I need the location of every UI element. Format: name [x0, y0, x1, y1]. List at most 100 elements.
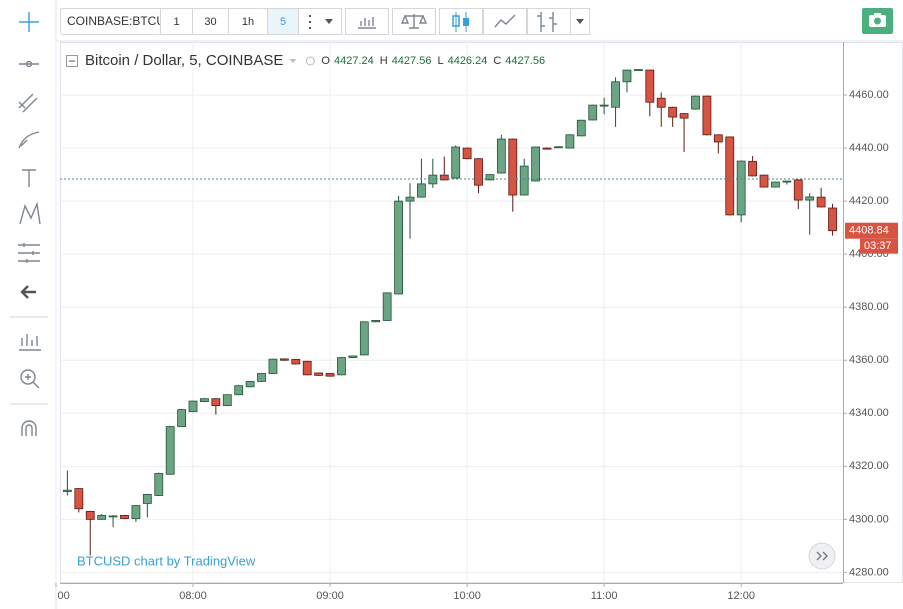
candle-body	[702, 95, 712, 136]
candle-body	[634, 69, 643, 71]
interval-label: 30	[204, 16, 216, 28]
interval-button[interactable]: 5	[267, 8, 299, 35]
interval-label: 1h	[242, 16, 254, 28]
interval-label: 1	[173, 16, 179, 28]
candle-body	[200, 398, 209, 403]
candle-body	[451, 146, 461, 179]
candle-body	[542, 147, 552, 150]
candle-body	[759, 174, 769, 188]
symbol-input[interactable]: COINBASE:BTCU	[60, 8, 166, 35]
y-tick-label: 4320.00	[849, 460, 889, 472]
ohlc-value: 4426.24	[448, 55, 488, 67]
snapshot-button[interactable]	[862, 8, 893, 34]
ohlc-label: H	[380, 55, 388, 67]
title-menu[interactable]	[289, 59, 297, 63]
candle-body	[713, 134, 723, 143]
candle-body	[371, 320, 381, 323]
last-price: 4408.84	[849, 225, 889, 237]
zoom-tool[interactable]	[20, 369, 40, 389]
measure-tool[interactable]	[18, 243, 40, 263]
candle-body	[108, 515, 118, 518]
ohlc-label: L	[437, 55, 443, 67]
candle-body	[565, 134, 575, 149]
watermark[interactable]: BTCUSD chart by TradingView	[77, 553, 256, 568]
candle-body	[417, 183, 426, 198]
candle-body	[314, 372, 324, 376]
candle-body	[177, 409, 187, 427]
ohlc-value: 4427.56	[392, 55, 432, 67]
y-tick-label: 4340.00	[849, 407, 889, 419]
trend-line-tool[interactable]	[19, 60, 39, 68]
chart-type[interactable]	[439, 8, 483, 35]
fib-tool[interactable]	[18, 93, 38, 113]
interval-label: 5	[280, 16, 286, 28]
y-tick-label: 4380.00	[849, 301, 889, 313]
brush-tool[interactable]	[18, 131, 40, 149]
candle-body	[439, 174, 449, 181]
candle-body	[508, 138, 518, 196]
candle-body	[554, 146, 563, 149]
more-intervals[interactable]	[298, 8, 342, 35]
x-tick-label: 09:00	[316, 590, 344, 602]
candle-body	[828, 207, 837, 232]
candle-body	[691, 95, 700, 110]
scroll-to-end[interactable]	[808, 542, 836, 570]
y-tick-label: 4440.00	[849, 142, 889, 154]
ohlc-value: 4427.24	[334, 55, 374, 67]
x-tick-label: 07:00	[42, 590, 70, 602]
ohlc-value: 4427.56	[505, 55, 545, 67]
candle-body	[405, 196, 415, 202]
ohlc-label: O	[321, 55, 330, 67]
candle-body	[519, 165, 529, 196]
candle-body	[485, 174, 495, 181]
candle-body	[474, 158, 483, 186]
candle-body	[394, 200, 403, 295]
candle-body	[142, 494, 152, 504]
candle-body	[679, 113, 689, 119]
candle-body	[531, 146, 541, 182]
candle-body	[234, 385, 244, 396]
candle-body	[348, 355, 358, 358]
candle-body	[805, 196, 815, 201]
countdown-tag	[860, 238, 898, 254]
x-tick-label: 08:00	[179, 590, 207, 602]
text-tool[interactable]	[22, 169, 36, 187]
y-tick-label: 4300.00	[849, 513, 889, 525]
line-type[interactable]	[483, 8, 527, 35]
candle-body	[725, 136, 735, 216]
candle-body	[656, 97, 666, 108]
candle-body	[325, 373, 335, 377]
y-tick-label: 4360.00	[849, 354, 889, 366]
y-tick-label: 4280.00	[849, 566, 889, 578]
candle-body	[428, 174, 438, 185]
interval-button[interactable]: 30	[192, 8, 229, 35]
symbol-text: COINBASE:BTCU	[67, 14, 165, 28]
bar-type[interactable]	[527, 8, 571, 35]
indicators-tool[interactable]	[19, 334, 41, 351]
style-menu[interactable]	[570, 8, 590, 35]
candle-body	[576, 119, 586, 137]
candle-body	[359, 321, 369, 356]
magnet-tool[interactable]	[21, 420, 37, 436]
bars-style[interactable]	[345, 8, 389, 35]
candle-body	[462, 147, 472, 160]
countdown: 03:37	[864, 240, 892, 252]
interval-button[interactable]: 1	[160, 8, 193, 35]
eye-icon[interactable]	[305, 56, 315, 66]
candle-body	[588, 104, 598, 121]
crosshair-tool[interactable]	[19, 12, 39, 32]
candle-body	[668, 106, 678, 118]
hide-toolbar[interactable]	[20, 285, 36, 299]
candle-body	[793, 179, 803, 201]
candle-body	[257, 373, 266, 382]
candle-body	[599, 104, 609, 107]
candle-body	[302, 360, 312, 376]
compare[interactable]	[392, 8, 436, 35]
candle-body	[131, 505, 141, 519]
candle-body	[645, 69, 655, 103]
left-toolbar	[10, 12, 48, 436]
interval-button[interactable]: 1h	[228, 8, 268, 35]
pattern-tool[interactable]	[19, 201, 41, 225]
